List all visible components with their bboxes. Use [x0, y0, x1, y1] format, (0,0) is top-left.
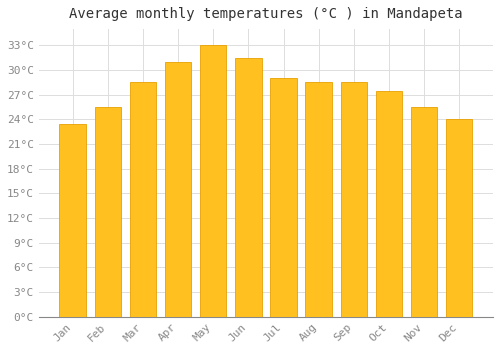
Bar — [446, 119, 472, 317]
Bar — [200, 46, 226, 317]
Bar — [165, 62, 191, 317]
Bar — [340, 83, 367, 317]
Bar — [411, 107, 438, 317]
Bar — [306, 83, 332, 317]
Bar — [235, 58, 262, 317]
Bar — [130, 83, 156, 317]
Bar — [94, 107, 121, 317]
Bar — [270, 78, 296, 317]
Bar — [60, 124, 86, 317]
Title: Average monthly temperatures (°C ) in Mandapeta: Average monthly temperatures (°C ) in Ma… — [69, 7, 462, 21]
Bar — [376, 91, 402, 317]
